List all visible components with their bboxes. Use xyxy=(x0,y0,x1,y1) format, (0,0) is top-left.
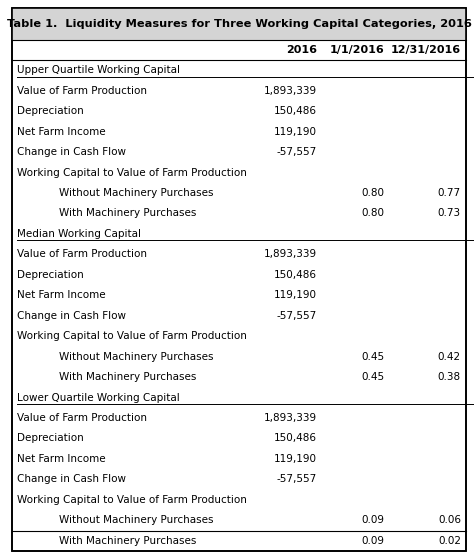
Text: 0.45: 0.45 xyxy=(361,352,384,362)
Text: 150,486: 150,486 xyxy=(274,270,317,280)
Text: Median Working Capital: Median Working Capital xyxy=(17,229,141,239)
Text: Net Farm Income: Net Farm Income xyxy=(17,290,106,300)
Text: 1,893,339: 1,893,339 xyxy=(264,86,317,96)
Text: 12/31/2016: 12/31/2016 xyxy=(391,45,461,55)
Text: Value of Farm Production: Value of Farm Production xyxy=(17,249,147,259)
Text: 1/1/2016: 1/1/2016 xyxy=(329,45,384,55)
Text: Depreciation: Depreciation xyxy=(17,270,84,280)
Text: 0.80: 0.80 xyxy=(361,209,384,219)
Text: Net Farm Income: Net Farm Income xyxy=(17,454,106,464)
Text: 119,190: 119,190 xyxy=(274,454,317,464)
Text: Working Capital to Value of Farm Production: Working Capital to Value of Farm Product… xyxy=(17,331,247,341)
Text: 1,893,339: 1,893,339 xyxy=(264,249,317,259)
Text: 0.80: 0.80 xyxy=(361,188,384,198)
Text: 0.38: 0.38 xyxy=(438,372,461,382)
Text: Lower Quartile Working Capital: Lower Quartile Working Capital xyxy=(17,392,180,402)
Text: 0.09: 0.09 xyxy=(361,536,384,546)
Bar xyxy=(12,8,466,40)
Text: Change in Cash Flow: Change in Cash Flow xyxy=(17,311,126,321)
Text: Value of Farm Production: Value of Farm Production xyxy=(17,413,147,423)
Text: 0.42: 0.42 xyxy=(438,352,461,362)
Text: 150,486: 150,486 xyxy=(274,106,317,116)
Text: Change in Cash Flow: Change in Cash Flow xyxy=(17,475,126,485)
Text: Working Capital to Value of Farm Production: Working Capital to Value of Farm Product… xyxy=(17,495,247,505)
Text: Table 1.  Liquidity Measures for Three Working Capital Categories, 2016: Table 1. Liquidity Measures for Three Wo… xyxy=(7,19,472,29)
Text: 119,190: 119,190 xyxy=(274,290,317,300)
Text: Working Capital to Value of Farm Production: Working Capital to Value of Farm Product… xyxy=(17,168,247,178)
Text: Without Machinery Purchases: Without Machinery Purchases xyxy=(59,352,213,362)
Text: 1,893,339: 1,893,339 xyxy=(264,413,317,423)
Text: Without Machinery Purchases: Without Machinery Purchases xyxy=(59,188,213,198)
Text: 0.09: 0.09 xyxy=(361,515,384,525)
Text: Depreciation: Depreciation xyxy=(17,433,84,443)
Text: 0.02: 0.02 xyxy=(438,536,461,546)
Text: With Machinery Purchases: With Machinery Purchases xyxy=(59,209,196,219)
Text: 2016: 2016 xyxy=(286,45,317,55)
Text: 0.45: 0.45 xyxy=(361,372,384,382)
Text: -57,557: -57,557 xyxy=(277,147,317,157)
Text: Upper Quartile Working Capital: Upper Quartile Working Capital xyxy=(17,65,180,75)
Text: Value of Farm Production: Value of Farm Production xyxy=(17,86,147,96)
Text: With Machinery Purchases: With Machinery Purchases xyxy=(59,372,196,382)
Text: With Machinery Purchases: With Machinery Purchases xyxy=(59,536,196,546)
Text: 150,486: 150,486 xyxy=(274,433,317,443)
Text: -57,557: -57,557 xyxy=(277,311,317,321)
Text: 0.06: 0.06 xyxy=(438,515,461,525)
Text: -57,557: -57,557 xyxy=(277,475,317,485)
Text: Without Machinery Purchases: Without Machinery Purchases xyxy=(59,515,213,525)
Text: 0.73: 0.73 xyxy=(438,209,461,219)
Text: Net Farm Income: Net Farm Income xyxy=(17,126,106,136)
Text: Depreciation: Depreciation xyxy=(17,106,84,116)
Text: Change in Cash Flow: Change in Cash Flow xyxy=(17,147,126,157)
Text: 119,190: 119,190 xyxy=(274,126,317,136)
Text: 0.77: 0.77 xyxy=(438,188,461,198)
